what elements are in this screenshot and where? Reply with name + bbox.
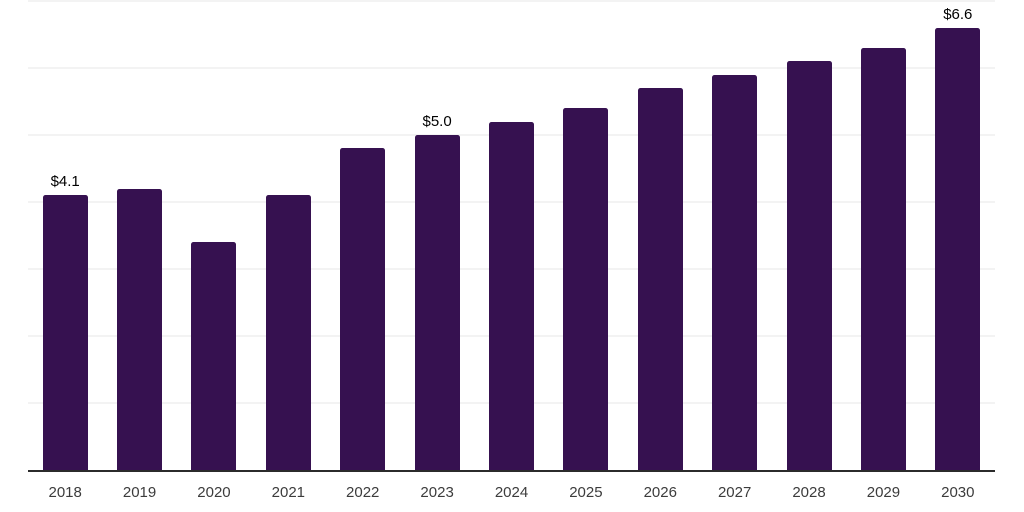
bar-2028 (786, 61, 832, 470)
bar-2020 (191, 242, 237, 470)
bar-2021 (265, 195, 311, 470)
x-tick-2020: 2020 (197, 484, 231, 501)
bar-2019 (117, 188, 163, 470)
bar-2029 (860, 47, 906, 470)
bar-2027 (712, 74, 758, 470)
x-tick-2028: 2028 (792, 484, 826, 501)
bar-2024 (489, 121, 534, 470)
value-label-2030: $6.6 (943, 5, 973, 23)
bar-2026 (637, 88, 683, 470)
bar-2022 (340, 148, 386, 470)
bar-2025 (563, 108, 609, 470)
x-tick-2022: 2022 (346, 484, 380, 501)
x-tick-2030: 2030 (941, 484, 975, 501)
x-tick-2018: 2018 (48, 484, 82, 501)
x-tick-2021: 2021 (271, 484, 306, 501)
x-tick-2026: 2026 (643, 484, 677, 501)
x-tick-2029: 2029 (866, 484, 901, 501)
bar-2030 (935, 27, 981, 470)
bar-2018 (42, 195, 88, 470)
x-tick-2019: 2019 (122, 484, 157, 501)
value-label-2023: $5.0 (422, 113, 452, 130)
x-tick-2024: 2024 (494, 484, 529, 501)
value-label-2018: $4.1 (50, 173, 80, 191)
x-axis-line (28, 470, 995, 472)
x-tick-2023: 2023 (420, 484, 454, 501)
gridline (28, 0, 995, 2)
x-tick-2025: 2025 (569, 484, 603, 501)
x-tick-2027: 2027 (717, 484, 752, 501)
bar-2023 (414, 135, 460, 470)
gridline (28, 67, 995, 69)
